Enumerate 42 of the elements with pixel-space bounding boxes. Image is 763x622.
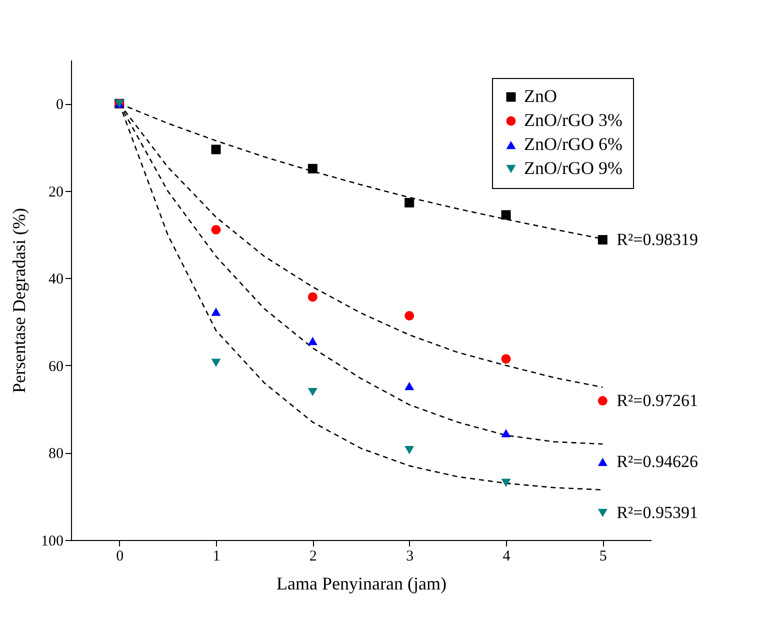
point <box>598 508 608 518</box>
point <box>211 308 221 316</box>
legend-label: ZnO/rGO 3% <box>524 110 622 130</box>
point <box>501 428 511 438</box>
y-tick-label: 0 <box>56 97 64 114</box>
annotation: R²=0.95391 <box>616 502 698 522</box>
point <box>404 310 414 320</box>
point <box>308 388 318 396</box>
y-tick-label: 60 <box>48 358 64 375</box>
point <box>211 358 221 367</box>
x-axis-title: Lama Penyinaran (jam) <box>276 574 446 594</box>
x-tick-label: 3 <box>406 548 414 564</box>
point <box>501 354 511 364</box>
point <box>501 478 511 487</box>
y-tick-label: 80 <box>48 446 64 462</box>
point <box>598 396 608 406</box>
point <box>308 336 318 346</box>
point <box>211 225 221 234</box>
x-tick-label: 1 <box>212 548 220 564</box>
x-tick-label: 4 <box>502 548 511 564</box>
y-axis-title: Persentase Degradasi (%) <box>9 208 29 393</box>
x-tick-label: 2 <box>309 548 317 564</box>
legend-label: ZnO <box>524 86 557 106</box>
point <box>501 210 511 220</box>
point <box>598 235 608 245</box>
annotation: R²=0.97261 <box>616 390 698 410</box>
x-tick-label: 5 <box>599 548 607 564</box>
y-tick-label: 20 <box>48 184 64 200</box>
point <box>598 458 608 466</box>
annotation: R²=0.94626 <box>616 452 698 471</box>
point <box>211 144 221 154</box>
point <box>404 446 414 454</box>
annotation: R²=0.98319 <box>616 230 698 249</box>
point <box>404 382 414 390</box>
legend-label: ZnO/rGO 9% <box>524 158 622 178</box>
point <box>308 164 318 174</box>
point <box>404 198 414 208</box>
x-tick-label: 0 <box>116 548 124 564</box>
y-tick-label: 100 <box>41 534 64 550</box>
point <box>308 292 318 302</box>
y-tick-label: 40 <box>48 272 64 288</box>
legend-label: ZnO/rGO 6% <box>524 134 622 154</box>
